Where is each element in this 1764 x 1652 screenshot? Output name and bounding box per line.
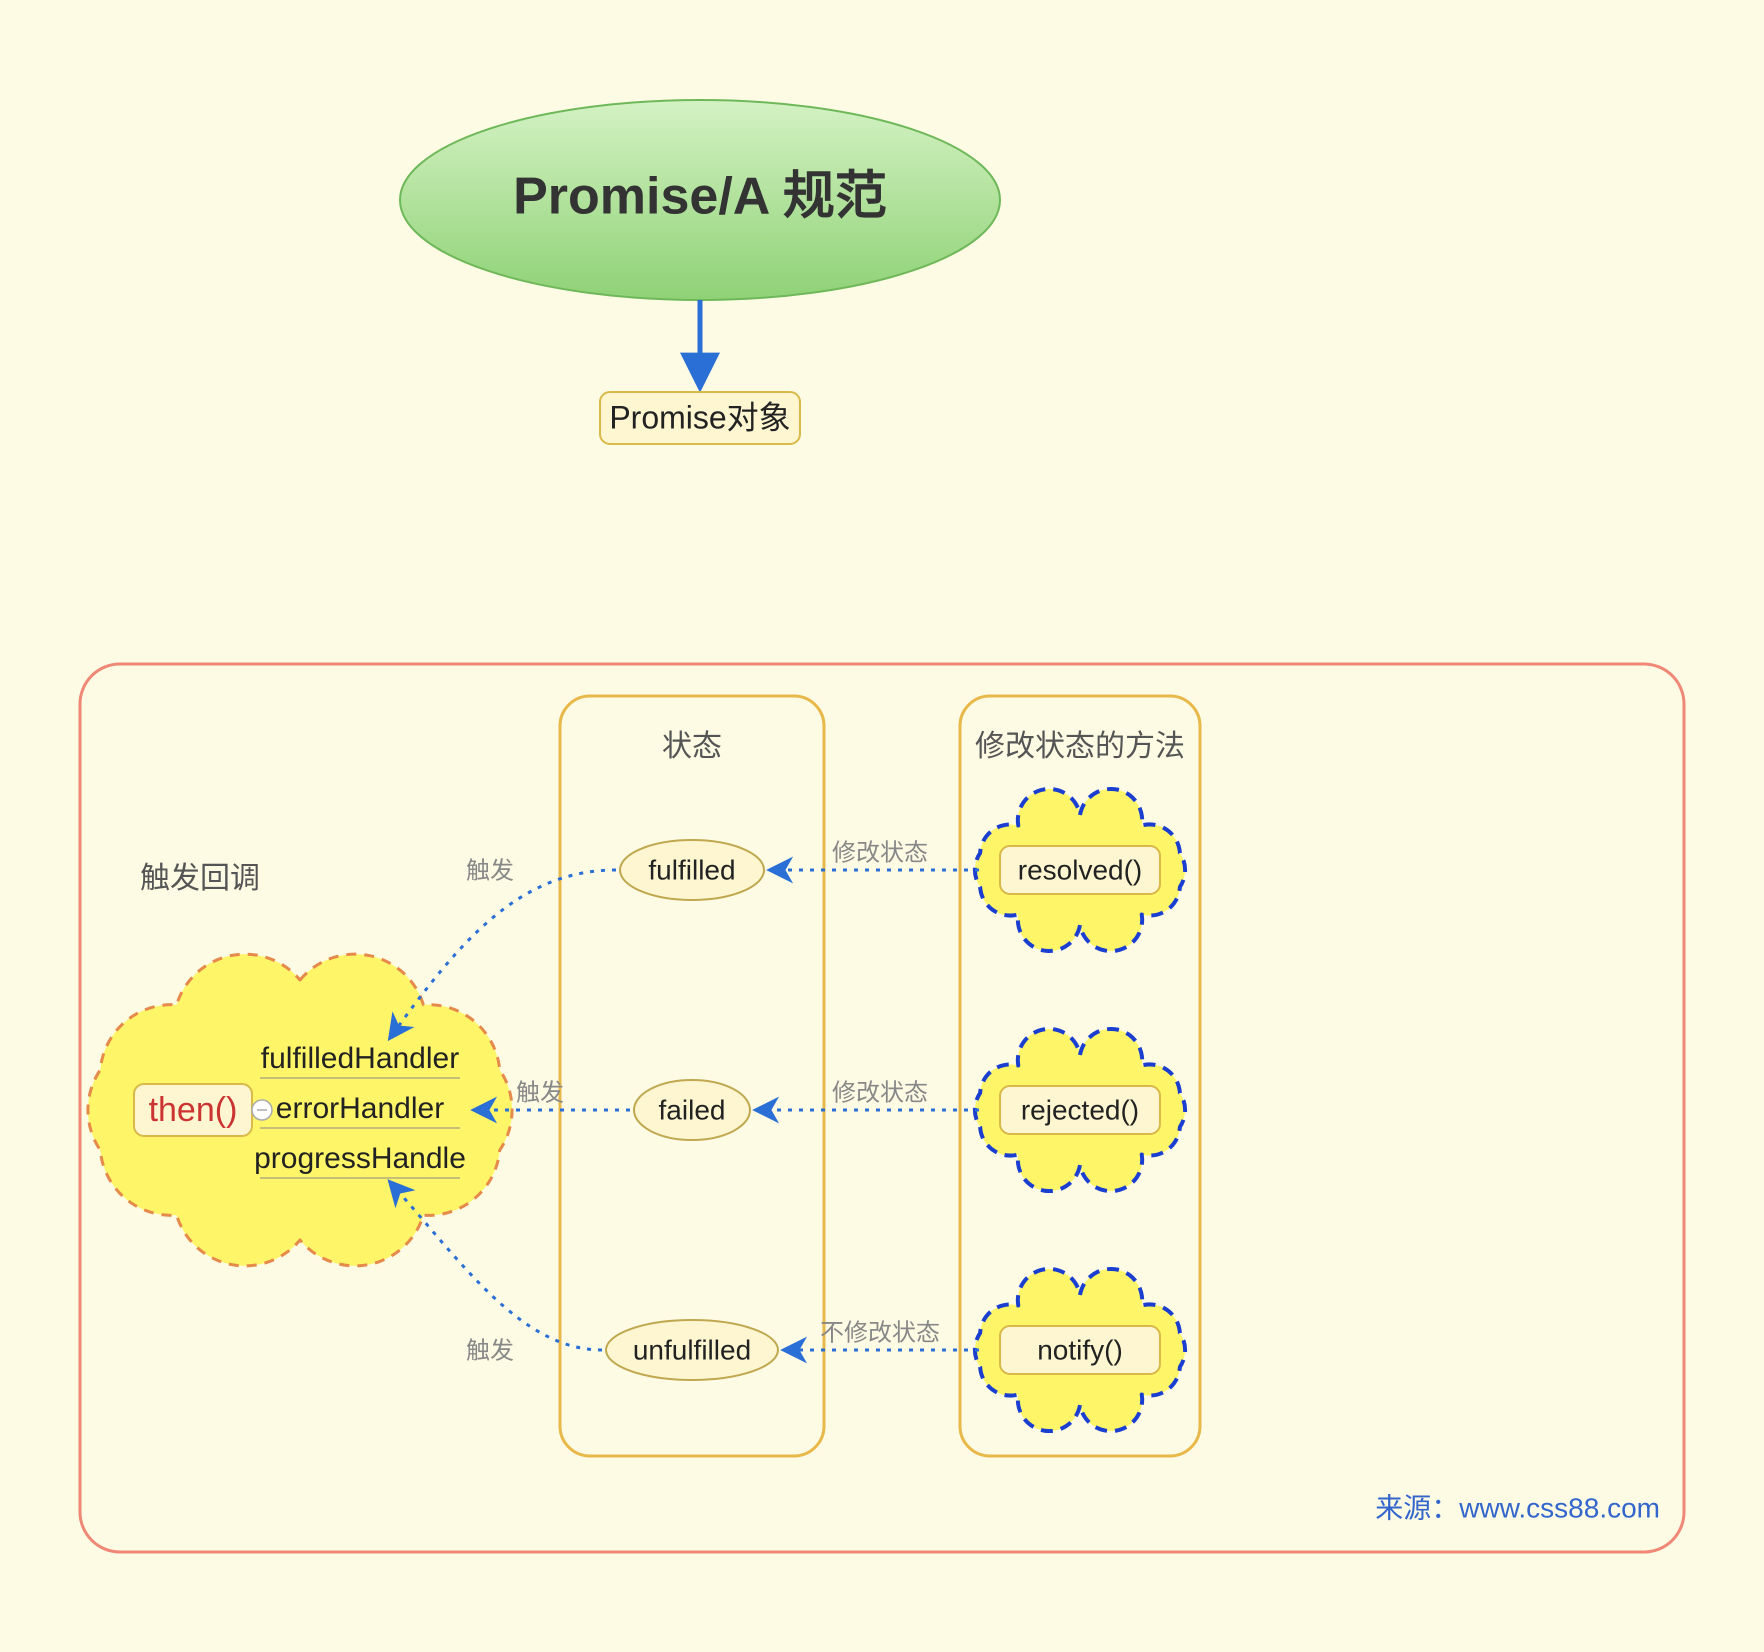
title-text: Promise/A 规范 <box>513 168 887 226</box>
callback-header: 触发回调 <box>140 862 260 895</box>
handler-label: fulfilledHandler <box>261 1042 459 1075</box>
title-node: Promise/A 规范 <box>400 100 1000 300</box>
source-credit: 来源：www.css88.com <box>1375 1492 1660 1523</box>
handlers-list: fulfilledHandler errorHandler progressHand… <box>254 1042 466 1178</box>
handler-label: progressHandle <box>254 1142 466 1175</box>
then-node: then() <box>134 1084 252 1136</box>
promise-object-node: Promise对象 <box>600 392 800 444</box>
promise-object-label: Promise对象 <box>609 399 790 435</box>
method-label: rejected() <box>1021 1094 1139 1125</box>
edges-method-to-state: 修改状态修改状态不修改状态 <box>756 839 979 1350</box>
state-label: fulfilled <box>648 854 735 885</box>
state-label: unfulfilled <box>633 1334 751 1365</box>
methods-header: 修改状态的方法 <box>975 730 1185 763</box>
edge-label: 触发 <box>466 1337 514 1364</box>
edge-label: 修改状态 <box>832 1079 928 1106</box>
method-label: resolved() <box>1018 854 1142 885</box>
edge-label: 不修改状态 <box>820 1319 940 1346</box>
states-header: 状态 <box>662 730 722 763</box>
method-label: notify() <box>1037 1334 1123 1365</box>
method-nodes: resolved() rejected() notify() <box>975 789 1185 1431</box>
handler-label: errorHandler <box>276 1092 444 1125</box>
diagram-canvas: Promise/A 规范 Promise对象 状态 修改状态的方法 触发回调 t… <box>0 0 1764 1652</box>
edge-label: 触发 <box>516 1079 564 1106</box>
edge-label: 修改状态 <box>832 839 928 866</box>
then-label: then() <box>149 1091 238 1129</box>
state-nodes: fulfilled failed unfulfilled <box>606 840 778 1380</box>
state-label: failed <box>659 1094 726 1125</box>
collapse-icon <box>252 1100 272 1120</box>
edge-label: 触发 <box>466 857 514 884</box>
